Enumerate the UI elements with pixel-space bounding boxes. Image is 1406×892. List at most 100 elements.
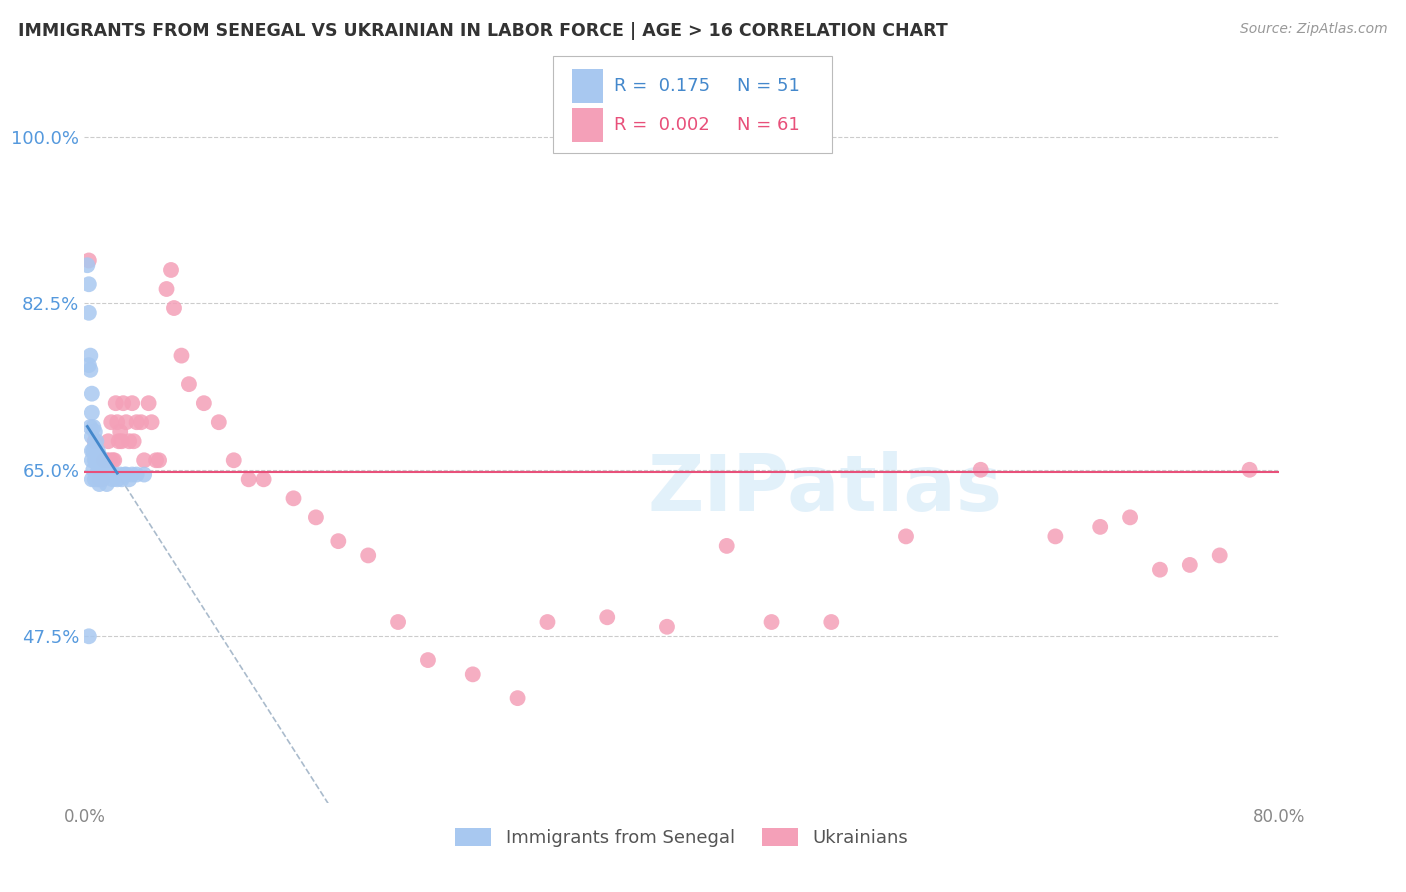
Point [100,415,122,429]
Point [305,510,328,524]
Point [83,434,105,449]
Point [118,472,141,486]
Point [97,467,120,482]
Text: N = 61: N = 61 [737,117,800,135]
Point [91,472,114,486]
Point [238,472,260,486]
Point [87,458,110,472]
Point [761,615,783,629]
Point [77,306,100,320]
Point [87,472,110,486]
Point [83,472,105,486]
Point [80,406,103,420]
Point [111,434,134,449]
Point [820,615,842,629]
Point [1239,463,1261,477]
Point [103,453,125,467]
Text: IMMIGRANTS FROM SENEGAL VS UKRAINIAN IN LABOR FORCE | AGE > 16 CORRELATION CHART: IMMIGRANTS FROM SENEGAL VS UKRAINIAN IN … [18,22,948,40]
Point [79,349,101,363]
Point [82,443,104,458]
Point [111,472,134,486]
Point [1045,529,1067,543]
Point [283,491,305,506]
Point [80,386,103,401]
Text: R =  0.002: R = 0.002 [614,117,710,135]
Point [103,467,125,482]
Point [163,301,186,315]
Point [86,434,108,449]
Point [82,463,104,477]
Point [970,463,993,477]
Point [89,463,111,477]
Point [222,453,245,467]
Point [101,472,124,486]
Point [155,282,177,296]
Point [894,529,917,543]
Point [132,453,156,467]
Point [100,467,122,482]
Point [83,453,105,467]
Point [96,453,118,467]
Point [328,534,350,549]
Point [193,396,215,410]
Point [118,434,141,449]
Point [83,439,105,453]
Point [122,434,145,449]
Point [208,415,231,429]
Point [93,453,115,467]
Text: ZIPatlas: ZIPatlas [648,450,1002,527]
Point [91,472,114,486]
Point [89,472,111,486]
Point [107,434,129,449]
Text: R =  0.175: R = 0.175 [614,77,710,95]
Point [1209,549,1232,563]
Point [82,420,104,434]
Point [655,620,678,634]
Point [101,453,124,467]
Point [97,434,120,449]
Point [87,443,110,458]
Point [89,477,111,491]
Text: Source: ZipAtlas.com: Source: ZipAtlas.com [1240,22,1388,37]
Point [148,453,170,467]
Point [76,258,98,272]
Point [110,425,132,439]
Point [138,396,160,410]
Point [177,377,200,392]
Point [90,453,112,467]
Point [461,667,484,681]
Point [132,467,156,482]
Point [596,610,619,624]
Point [80,429,103,443]
Point [1149,563,1171,577]
Point [112,396,135,410]
Point [94,467,117,482]
Text: N = 51: N = 51 [737,77,800,95]
Point [93,463,115,477]
Point [141,415,163,429]
Point [77,277,100,292]
Point [91,458,114,472]
Point [145,453,167,467]
Point [253,472,276,486]
Point [160,263,183,277]
Point [115,467,138,482]
Point [77,358,100,372]
Point [77,253,100,268]
Point [104,396,127,410]
Point [125,467,148,482]
Point [105,472,128,486]
Point [506,691,529,706]
Point [96,477,118,491]
Point [536,615,558,629]
Point [121,467,143,482]
Point [125,415,148,429]
Point [170,349,193,363]
Point [1090,520,1112,534]
Point [86,453,108,467]
Point [387,615,409,629]
Point [121,396,143,410]
Point [105,415,128,429]
Point [416,653,439,667]
Point [89,449,111,463]
